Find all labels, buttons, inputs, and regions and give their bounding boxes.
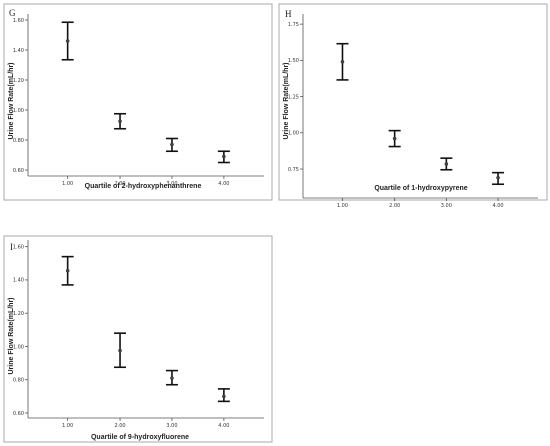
panel-g-mean-point bbox=[170, 142, 174, 147]
panel-h-y-tick-label: 1.25 bbox=[288, 94, 299, 100]
panel-h-frame bbox=[278, 3, 548, 201]
panel-i-y-tick-label: 1.40 bbox=[13, 278, 24, 284]
panel-g-y-tick-label: 1.00 bbox=[13, 108, 24, 114]
panel-i-mean-point bbox=[118, 348, 122, 353]
panel-i-y-tick-label: 0.80 bbox=[13, 378, 24, 384]
panel-h-x-tick-label: 1.00 bbox=[337, 203, 348, 209]
panel-g-x-tick-label: 4.00 bbox=[218, 181, 229, 187]
panel-i-x-axis-label: Quartile of 9-hydroxyfluorene bbox=[91, 434, 189, 441]
panel-i-x-tick-label: 4.00 bbox=[218, 423, 229, 429]
panel-h-y-tick-label: 1.75 bbox=[288, 22, 299, 28]
panel-h-letter: H bbox=[285, 9, 292, 19]
panel-i-x-tick-label: 2.00 bbox=[114, 423, 125, 429]
panel-g-letter: G bbox=[9, 8, 16, 18]
panel-h-mean-point bbox=[496, 175, 500, 180]
panel-i-mean-point bbox=[222, 394, 226, 399]
panel-g-x-tick-label: 3.00 bbox=[166, 181, 177, 187]
panel-h-y-tick-label: 1.50 bbox=[288, 58, 299, 64]
panel-h-mean-point bbox=[340, 60, 345, 64]
panel-i-y-tick-label: 1.20 bbox=[13, 311, 24, 317]
panel-g-frame bbox=[3, 3, 273, 201]
panel-g-y-tick-label: 1.40 bbox=[13, 48, 24, 54]
panel-i-y-axis-label: Urine Flow Rate(mL/hr) bbox=[8, 297, 15, 374]
panel-g-mean-point bbox=[118, 119, 122, 124]
panel-i-y-tick-label: 1.60 bbox=[13, 244, 24, 250]
panel-h-y-tick-label: 0.75 bbox=[288, 167, 299, 173]
panel-g-x-axis-label: Quartile of 2-hydroxyphenanthrene bbox=[85, 183, 202, 190]
panel-i-mean-point bbox=[170, 376, 174, 380]
panel-i-frame bbox=[3, 235, 273, 443]
panel-i: I Urine Flow Rate(mL/hr) Quartile of 9-h… bbox=[3, 235, 273, 443]
panel-h-x-tick-label: 4.00 bbox=[492, 203, 503, 209]
panel-h-mean-point bbox=[444, 162, 449, 166]
panel-g-y-axis-label: Urine Flow Rate(mL/hr) bbox=[8, 62, 15, 139]
panel-h-x-tick-label: 2.00 bbox=[389, 203, 400, 209]
panel-g-y-tick-label: 0.80 bbox=[13, 138, 24, 144]
panel-g-mean-point bbox=[222, 154, 226, 159]
panel-h-mean-point bbox=[392, 136, 397, 141]
panel-g-mean-point bbox=[65, 39, 70, 43]
panel-h-y-tick-label: 1.00 bbox=[288, 131, 299, 137]
panel-h: H Urine Flow Rate(mL/hr) Quartile of 1-h… bbox=[278, 3, 548, 209]
panel-i-y-tick-label: 1.00 bbox=[13, 344, 24, 350]
panel-i-x-tick-label: 3.00 bbox=[166, 423, 177, 429]
panel-i-mean-point bbox=[65, 268, 70, 273]
panel-g-y-tick-label: 0.60 bbox=[13, 168, 24, 174]
panel-g-x-tick-label: 2.00 bbox=[114, 181, 125, 187]
panel-g: G Urine Flow Rate(mL/hr) Quartile of 2-h… bbox=[3, 3, 273, 201]
panel-i-letter: I bbox=[10, 242, 13, 252]
panel-h-x-tick-label: 3.00 bbox=[441, 203, 452, 209]
panel-i-x-tick-label: 1.00 bbox=[62, 423, 73, 429]
panel-i-y-tick-label: 0.60 bbox=[13, 411, 24, 417]
panel-g-y-tick-label: 1.20 bbox=[13, 78, 24, 84]
panel-g-y-tick-label: 1.60 bbox=[13, 18, 24, 24]
panel-h-x-axis-label: Quartile of 1-hydroxypyrene bbox=[374, 185, 467, 192]
panel-h-y-axis-label: Urine Flow Rate(mL/hr) bbox=[283, 62, 290, 139]
panel-g-x-tick-label: 1.00 bbox=[62, 181, 73, 187]
